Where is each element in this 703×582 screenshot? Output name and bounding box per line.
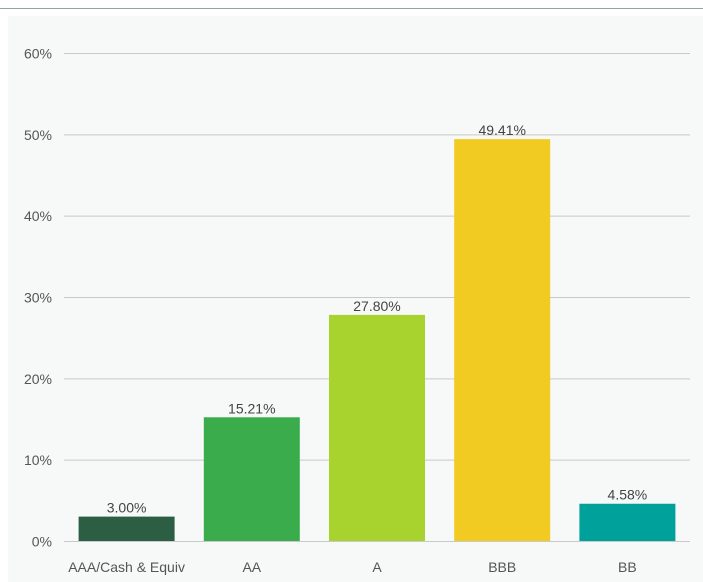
y-tick-label: 30%	[24, 290, 52, 306]
category-label: BB	[618, 559, 637, 575]
category-label: AA	[242, 559, 261, 575]
bar-aa	[203, 417, 300, 541]
data-label: 15.21%	[228, 400, 275, 416]
bars	[78, 139, 676, 541]
x-axis-category-labels: AAA/Cash & Equiv AA A BBB BB	[68, 559, 637, 575]
data-label: 3.00%	[107, 500, 147, 516]
data-label: 49.41%	[478, 122, 525, 138]
y-axis-tick-labels: 0% 10% 20% 30% 40% 50% 60%	[24, 46, 52, 550]
data-label: 4.58%	[608, 487, 648, 503]
y-tick-label: 10%	[24, 452, 52, 468]
y-tick-label: 50%	[24, 127, 52, 143]
data-label: 27.80%	[353, 298, 400, 314]
bar-bb	[579, 503, 676, 541]
bar-aaa-cash-equiv	[78, 516, 175, 541]
category-label: BBB	[488, 559, 516, 575]
category-label: AAA/Cash & Equiv	[68, 559, 185, 575]
gridlines	[64, 53, 690, 542]
data-labels: 3.00% 15.21% 27.80% 49.41% 4.58%	[107, 122, 648, 515]
bar-a	[329, 314, 425, 541]
top-divider	[0, 8, 703, 9]
y-tick-label: 0%	[32, 534, 52, 550]
y-tick-label: 60%	[24, 46, 52, 62]
bar-bbb	[454, 139, 551, 541]
category-label: A	[372, 559, 382, 575]
y-tick-label: 40%	[24, 208, 52, 224]
y-tick-label: 20%	[24, 371, 52, 387]
